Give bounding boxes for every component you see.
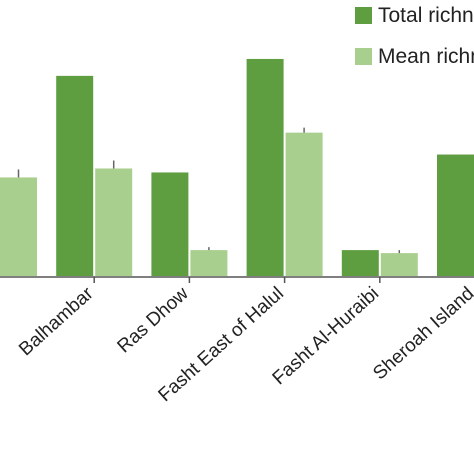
legend-swatch bbox=[355, 7, 372, 24]
bar bbox=[0, 177, 37, 276]
x-tick-label: Ras Dhow bbox=[114, 283, 193, 357]
bar bbox=[246, 58, 284, 276]
legend-swatch bbox=[355, 48, 372, 65]
bar bbox=[151, 172, 189, 276]
bar bbox=[341, 250, 379, 276]
x-tick-label: Sheroah Island bbox=[369, 283, 474, 384]
bar bbox=[437, 154, 474, 276]
bar bbox=[380, 253, 418, 276]
legend-label: Total richness bbox=[378, 4, 474, 27]
bar bbox=[56, 75, 94, 276]
legend-label: Mean richness bbox=[378, 45, 474, 68]
bar bbox=[95, 168, 133, 276]
bar bbox=[285, 132, 323, 276]
bar bbox=[190, 250, 228, 276]
x-tick-label: Balhambar bbox=[15, 283, 98, 361]
